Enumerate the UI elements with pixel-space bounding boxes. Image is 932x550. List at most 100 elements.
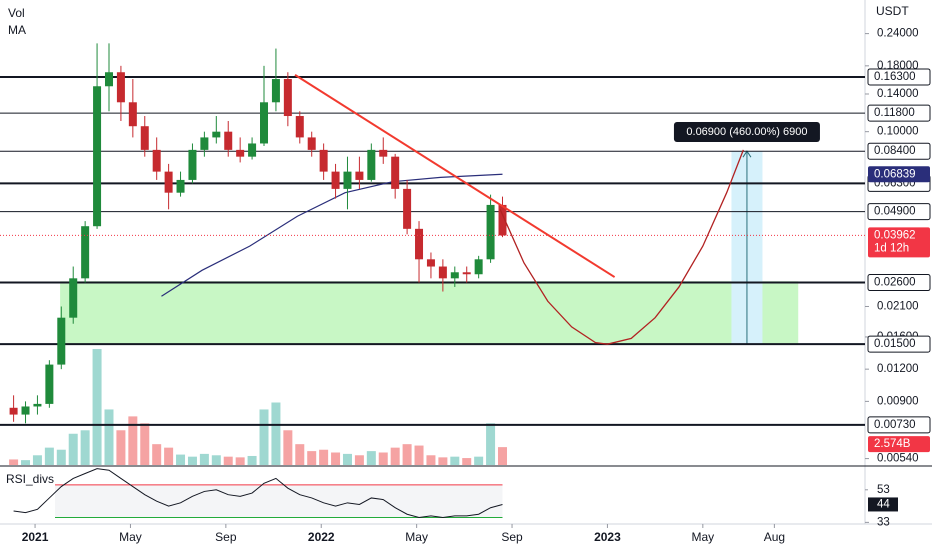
volume-bar [426,455,436,465]
volume-bar [462,458,472,465]
level-label: 0.11800 [874,107,915,119]
rsi-box [868,497,898,512]
candle-body [474,259,483,275]
y-tick-label: 0.01200 [877,363,919,375]
candle-body [9,407,18,415]
volume-bar [366,451,376,465]
level-label: 0.00730 [874,419,916,431]
level-label-bg [867,203,931,221]
candle-body [319,149,328,172]
volume-bar [21,460,31,465]
candle-body [104,72,113,87]
volume-bar [164,447,174,465]
x-tick-label: Aug [764,530,785,544]
y-tick-label: 0.10000 [877,126,919,138]
volume-bar [92,349,102,465]
volume-bar [259,409,269,465]
measure-label: 0.06900 (460.00%) 6900 [686,126,807,138]
volume-bar [283,430,293,465]
volume-bar [486,423,496,465]
candle-body [438,266,447,279]
candle-body [188,149,197,180]
level-label-bg [867,104,931,122]
candle-body [236,149,245,157]
volume-bar [187,456,197,465]
ma-label: 0.06839 [874,168,916,180]
level-label-bg [867,142,931,160]
rsi-box-label: 44 [877,498,890,510]
price-unit: USDT [876,4,909,18]
volume-label: 2.574B [874,438,911,450]
volume-bar [116,430,126,465]
volume-bar [247,455,257,465]
level-label: 0.01500 [874,338,916,350]
volume-bar [235,457,245,465]
candle-body [271,79,280,103]
candle-body [367,149,376,180]
candle-body [379,149,388,157]
indicator-label: Vol [8,6,25,20]
candle-body [295,116,304,138]
last-price-bg [868,227,930,258]
candle-body [152,149,161,172]
level-label: 0.02600 [874,277,916,289]
volume-bar [44,447,54,465]
x-tick-label: Sep [501,530,523,544]
volume-bar [497,447,507,465]
candle-body [486,204,495,260]
volume-bar [295,444,305,465]
candle-body [200,137,209,150]
candle-body [81,226,90,279]
candle-body [140,126,149,150]
volume-bar [402,444,412,465]
candle-body [260,102,269,144]
indicator-label: MA [8,23,26,37]
candle-body [57,317,66,365]
ma-label-bg [868,166,930,183]
candle-body [415,228,424,260]
x-tick-label: 2022 [308,530,335,544]
volume-bar [211,455,221,465]
candle-body [462,272,471,275]
volume-bar [342,453,352,465]
candle-body [164,171,173,193]
volume-bar [414,445,424,465]
candle-body [176,179,185,193]
x-tick-label: May [691,530,714,544]
y-tick-label: 0.00900 [877,395,919,407]
moving-average [161,173,503,297]
volume-bar [319,449,329,465]
projection-curve [499,149,744,345]
volume-bar [438,457,448,465]
candle-body [426,259,435,267]
candle-body [128,102,137,127]
volume-bar [307,451,317,465]
rsi-line [13,468,503,518]
x-tick-label: May [119,530,142,544]
candle-body [224,131,233,150]
trendline [294,74,616,278]
rsi-box [868,482,898,497]
level-label: 0.04900 [874,206,916,218]
candle-body [307,137,316,150]
rsi-box-label: 53 [877,484,890,496]
x-tick-label: 2021 [22,530,49,544]
volume-bar [80,430,90,465]
level-label-bg [867,335,931,353]
y-tick-label: 0.00540 [877,453,919,465]
candle-body [33,403,42,407]
candle-body [116,72,125,103]
level-label-bg [867,416,931,434]
rsi-band [55,484,503,518]
x-tick-label: May [405,530,428,544]
volume-bar [199,453,209,465]
rsi-title: RSI_divs [6,472,54,486]
y-tick-label: 0.24000 [877,28,919,40]
candle-body [498,204,507,236]
candle-body [450,272,459,279]
volume-bar [104,409,114,465]
x-tick-label: Sep [215,530,237,544]
x-tick-label: 2023 [594,530,621,544]
